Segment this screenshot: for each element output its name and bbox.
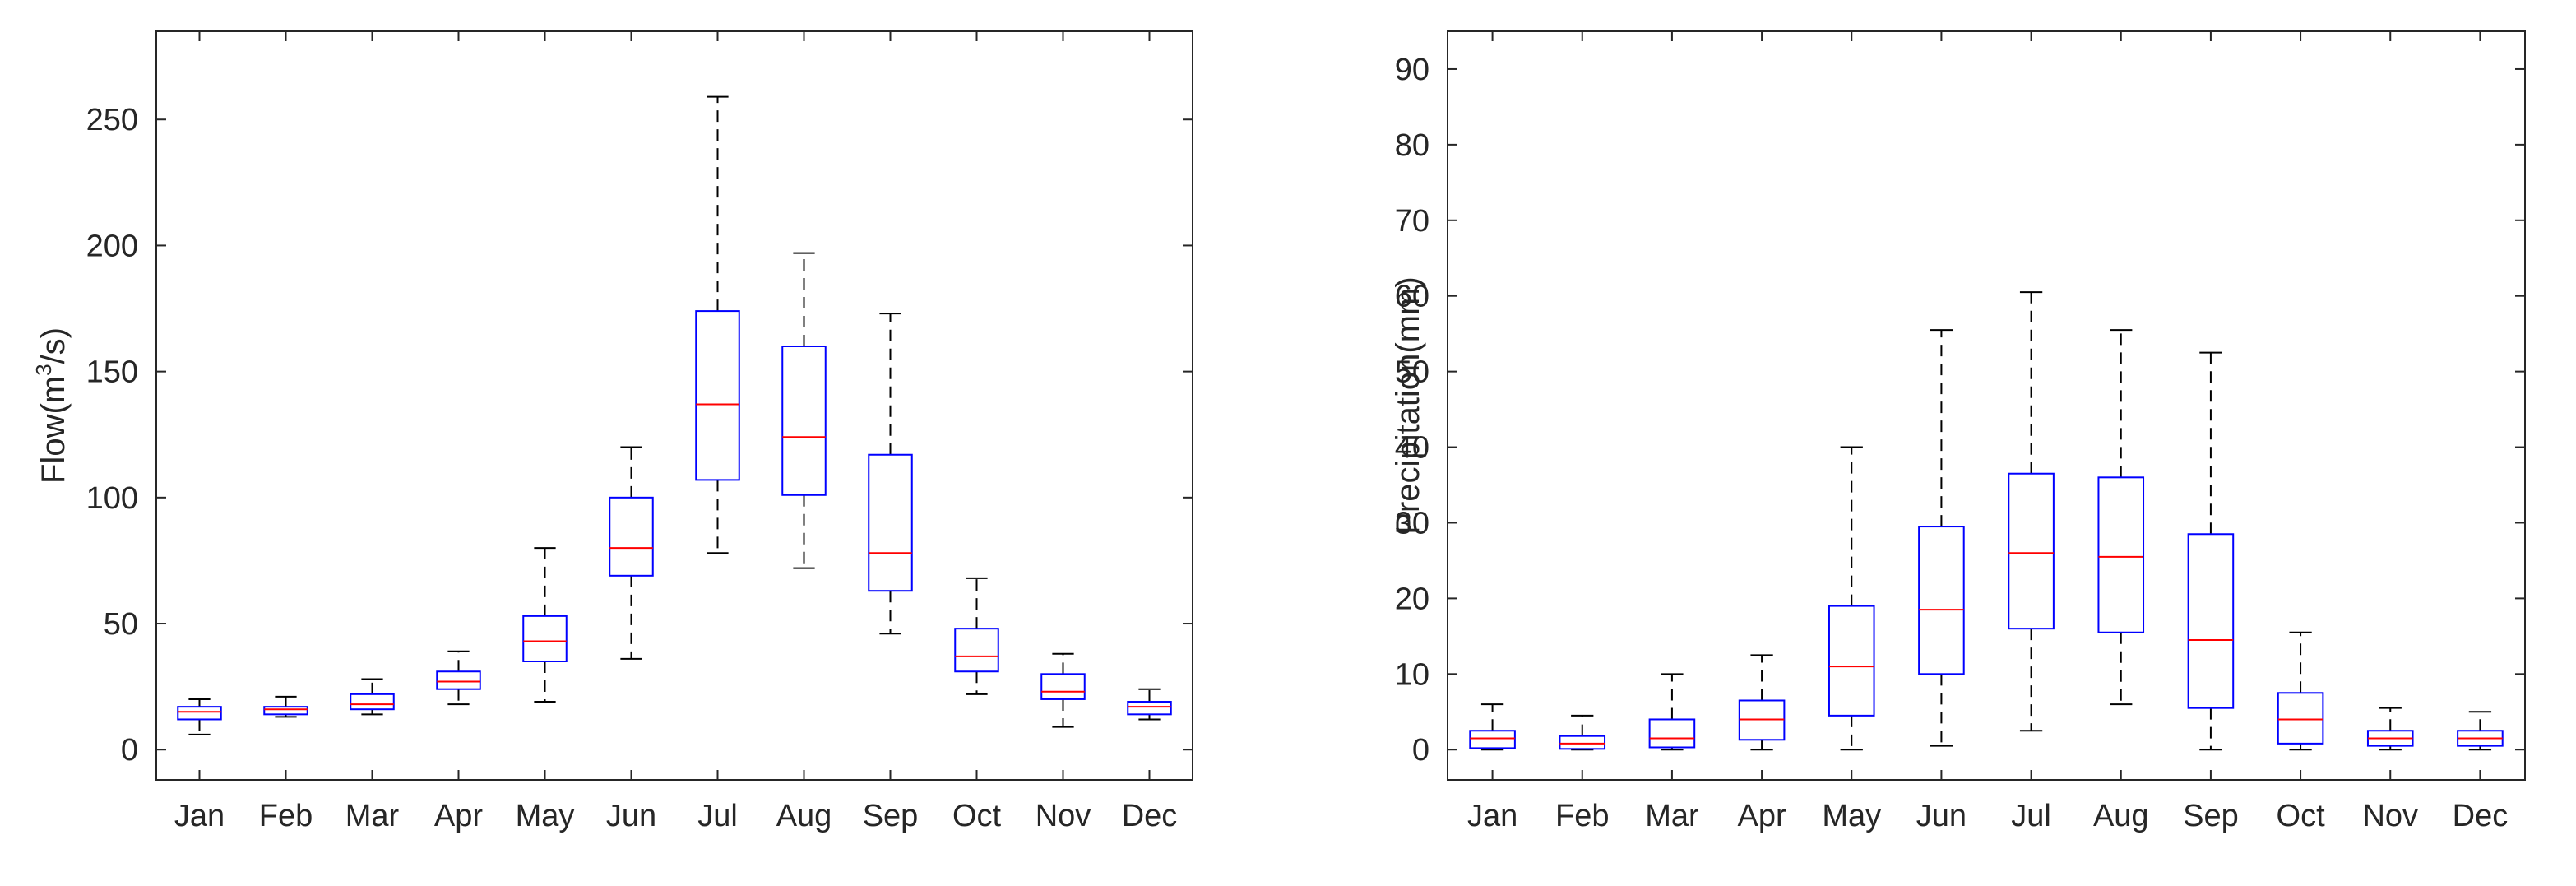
precip-xtick-label: Sep <box>2183 799 2239 833</box>
flow-ytick-label: 50 <box>104 607 138 642</box>
precip-box-feb <box>1559 714 1606 751</box>
precip-ytick-label: 90 <box>1395 53 1429 87</box>
flow-xtick-label: Jun <box>606 799 656 833</box>
iqr-box <box>2277 692 2324 745</box>
precip-xtick-label: Dec <box>2453 799 2509 833</box>
flow-ytick-label: 250 <box>86 103 138 137</box>
precip-xtick-label: Oct <box>2277 799 2326 833</box>
precip-xtick-label: Jun <box>1916 799 1967 833</box>
precip-box-oct <box>2277 631 2324 751</box>
iqr-box <box>350 693 395 711</box>
flow-xtick-label: Jul <box>697 799 738 833</box>
precip-ytick-label: 80 <box>1395 128 1429 163</box>
flow-box-sep <box>868 313 913 635</box>
flow-boxes <box>177 95 1172 735</box>
precip-box-jan <box>1469 703 1516 751</box>
flow-box-jul <box>695 95 740 554</box>
precip-xtick-label: Aug <box>2093 799 2149 833</box>
flow-ytick-label: 150 <box>86 355 138 390</box>
iqr-box <box>1127 701 1172 716</box>
flow-ytick-label: 0 <box>121 733 138 768</box>
iqr-box <box>1918 526 1965 675</box>
flow-box-aug <box>781 252 827 569</box>
precip-box-dec <box>2457 711 2504 751</box>
iqr-box <box>1469 730 1516 749</box>
flow-ytick-label: 200 <box>86 229 138 263</box>
precip-xtick-label: Apr <box>1738 799 1786 833</box>
iqr-box <box>1040 673 1086 700</box>
flow-box-feb <box>263 695 308 718</box>
flow-xtick-label: May <box>516 799 575 833</box>
flow-y-axis-label: Flow(m3/s) <box>31 327 72 484</box>
iqr-box <box>1648 718 1696 749</box>
flow-xtick-label: Apr <box>434 799 483 833</box>
precip-box-mar <box>1648 673 1696 751</box>
precip-ytick-label: 60 <box>1395 280 1429 314</box>
flow-box-jan <box>177 698 222 735</box>
precip-boxes <box>1469 291 2504 751</box>
iqr-box <box>609 496 654 577</box>
precip-box-sep <box>2187 351 2235 751</box>
flow-box-jun <box>609 446 654 660</box>
flow-box-oct <box>954 577 999 695</box>
iqr-box <box>781 345 827 496</box>
iqr-box <box>2008 472 2055 630</box>
precip-box-jul <box>2008 291 2055 732</box>
precipitation-boxplot-panel: 0 10 20 30 40 50 60 70 80 90 Jan Feb Mar Apr May Jun Ju… <box>1390 30 2526 833</box>
precip-ytick-label: 10 <box>1395 657 1429 692</box>
flow-box-apr <box>436 650 481 706</box>
flow-boxplot-panel: 0 50 100 150 200 250 Jan Feb Mar Apr May Jun Jul Aug… <box>31 30 1193 833</box>
precip-box-apr <box>1738 654 1786 751</box>
flow-xtick-label: Feb <box>259 799 313 833</box>
flow-xtick-label: Nov <box>1035 799 1091 833</box>
flow-xtick-label: Mar <box>345 799 400 833</box>
precip-xtick-label: May <box>1822 799 1881 833</box>
precip-ytick-label: 70 <box>1395 204 1429 239</box>
iqr-box <box>868 453 913 592</box>
flow-xtick-label: Oct <box>952 799 1002 833</box>
precip-xtick-label: Feb <box>1555 799 1609 833</box>
iqr-box <box>2097 476 2145 633</box>
flow-xtick-label: Dec <box>1122 799 1178 833</box>
flow-xtick-label: Sep <box>863 799 919 833</box>
flow-box-mar <box>350 678 395 716</box>
precip-box-may <box>1828 446 1875 751</box>
flow-xtick-label: Aug <box>776 799 832 833</box>
flow-y-ticks: 0 50 100 150 200 250 <box>86 103 1193 768</box>
iqr-box <box>695 310 740 481</box>
precip-xtick-label: Jan <box>1467 799 1517 833</box>
flow-x-ticks: Jan Feb Mar Apr May Jun Jul Aug Sep Oct Nov Dec <box>174 31 1177 833</box>
precip-ytick-label: 50 <box>1395 355 1429 390</box>
precip-xtick-label: Mar <box>1645 799 1699 833</box>
iqr-box <box>263 706 308 716</box>
iqr-box <box>1559 735 1606 750</box>
precip-y-axis-label: Precipitation(mm) <box>1390 276 1426 534</box>
precip-ytick-label: 20 <box>1395 582 1429 616</box>
precip-ytick-label: 0 <box>1412 733 1429 768</box>
flow-box-nov <box>1040 652 1086 728</box>
iqr-box <box>436 670 481 690</box>
iqr-box <box>1828 605 1875 717</box>
iqr-box <box>522 615 568 662</box>
precip-plot-frame <box>1447 30 2526 781</box>
flow-box-dec <box>1127 688 1172 721</box>
precip-ytick-label: 40 <box>1395 431 1429 466</box>
precip-box-aug <box>2097 329 2145 706</box>
iqr-box <box>2187 533 2235 709</box>
iqr-box <box>177 706 222 721</box>
precip-xtick-label: Jul <box>2011 799 2051 833</box>
precip-xtick-label: Nov <box>2362 799 2418 833</box>
flow-xtick-label: Jan <box>174 799 225 833</box>
flow-ytick-label: 100 <box>86 481 138 516</box>
iqr-box <box>954 628 999 673</box>
precip-box-jun <box>1918 329 1965 747</box>
precip-x-ticks: Jan Feb Mar Apr May Jun Jul Aug Sep Oct Nov Dec <box>1467 31 2508 833</box>
precip-y-ticks: 0 10 20 30 40 50 60 70 80 90 <box>1395 53 2525 768</box>
precip-ytick-label: 30 <box>1395 506 1429 540</box>
precip-box-nov <box>2366 707 2414 751</box>
flow-box-may <box>522 547 568 703</box>
flow-plot-frame <box>155 30 1193 781</box>
